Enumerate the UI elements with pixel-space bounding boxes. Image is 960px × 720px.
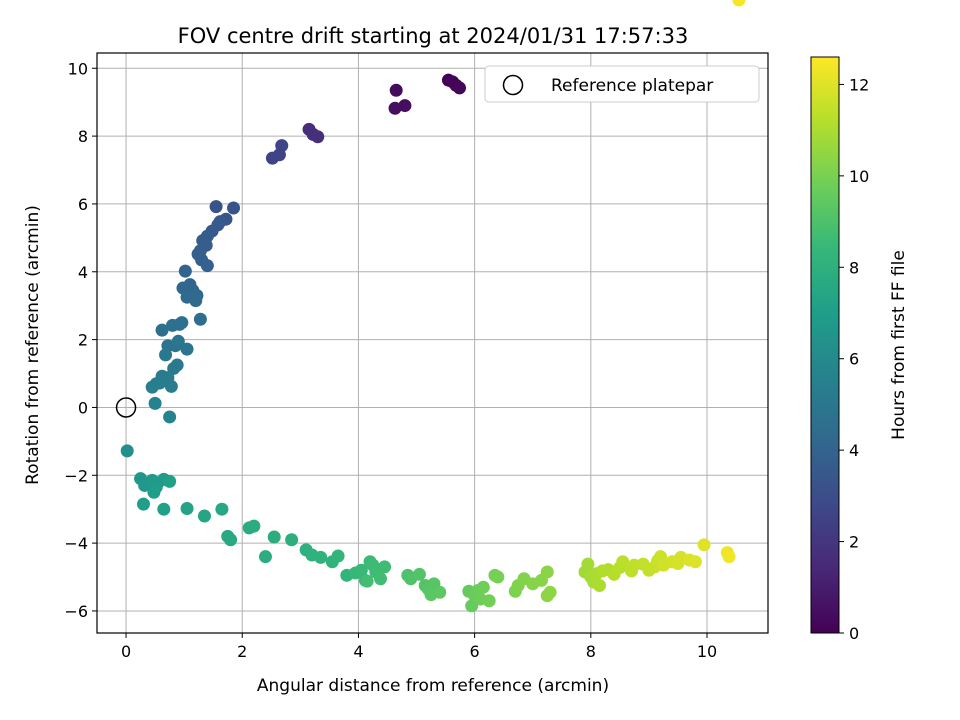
data-point [180,342,194,356]
chart-title: FOV centre drift starting at 2024/01/31 … [178,24,689,48]
data-point [412,567,426,581]
data-point [331,549,345,563]
data-point [227,201,241,215]
x-tick-label: 2 [237,642,247,661]
data-point [374,572,388,586]
x-tick-label: 4 [353,642,363,661]
data-point [247,519,261,533]
x-tick-label: 6 [470,642,480,661]
y-tick-label: 6 [78,195,88,214]
x-axis-ticks: 0 2 4 6 8 10 [121,633,717,661]
legend-entry-reference: Reference platepar [551,76,713,96]
data-points [120,0,746,613]
data-point [215,502,229,516]
legend-marker [502,74,524,96]
colorbar-gradient [810,56,840,634]
data-point [120,444,134,458]
colorbar-tick-label: 2 [849,533,859,552]
colorbar-label: Hours from first FF file [889,250,909,440]
data-point [272,148,286,162]
data-point [722,550,736,564]
data-point [540,589,554,603]
y-tick-label: −4 [64,534,88,553]
data-point [398,99,412,113]
data-point [360,574,374,588]
data-point [388,101,402,115]
data-point [465,599,479,613]
data-point [491,570,505,584]
data-point [180,502,194,516]
y-tick-label: −6 [64,602,88,621]
data-point [616,555,630,569]
data-point [688,555,702,569]
data-point [476,580,490,594]
data-point [453,81,467,95]
x-tick-label: 8 [586,642,596,661]
legend: Reference platepar [484,65,760,103]
data-point [193,312,207,326]
data-point [200,259,214,273]
colorbar: 0 2 4 6 8 10 12 Hours from first FF file [810,56,909,643]
data-point [147,485,161,499]
colorbar-tick-label: 6 [849,350,859,369]
data-point [163,410,177,424]
data-point [171,334,185,348]
y-axis-label: Rotation from reference (arcmin) [23,205,43,485]
colorbar-tick-label: 10 [849,167,869,186]
data-point [482,594,496,608]
y-tick-label: −2 [64,466,88,485]
data-point [581,557,595,571]
data-point [540,565,554,579]
y-tick-label: 10 [68,59,88,78]
y-tick-label: 0 [78,398,88,417]
data-point [697,538,711,552]
y-tick-label: 4 [78,263,88,282]
data-point [189,294,203,308]
data-point [258,550,272,564]
data-point [354,563,368,577]
data-point [209,200,223,214]
colorbar-ticks: 0 2 4 6 8 10 12 [839,75,869,643]
x-tick-label: 10 [697,642,717,661]
reference-platepar-marker [115,397,137,418]
data-point [593,579,607,593]
data-point [164,379,178,393]
colorbar-tick-label: 4 [849,441,859,460]
colorbar-tick-label: 0 [849,624,859,643]
data-point [378,560,392,574]
y-axis-ticks: −6 −4 −2 0 2 4 6 8 10 [64,59,97,621]
grid [97,53,768,633]
data-point [178,264,192,278]
data-point [148,396,162,410]
y-tick-label: 8 [78,127,88,146]
plot-area: 0 2 4 6 8 10 −6 −4 −2 0 2 4 6 8 10 [64,0,769,661]
data-point [433,585,447,599]
data-point [149,377,163,391]
data-point [314,550,328,564]
data-point [197,509,211,523]
data-point [285,533,299,547]
colorbar-tick-label: 12 [849,75,869,94]
data-point [157,502,171,516]
data-point [166,318,180,332]
data-point [159,348,173,362]
data-point [311,130,325,144]
x-axis-label: Angular distance from reference (arcmin) [257,676,609,696]
colorbar-tick-label: 8 [849,258,859,277]
data-point [163,474,177,488]
data-point [136,497,150,511]
data-point [389,83,403,97]
y-tick-label: 2 [78,331,88,350]
data-point [224,533,238,547]
data-point [155,323,169,337]
data-point [732,0,746,7]
data-point [267,530,281,544]
x-tick-label: 0 [121,642,131,661]
